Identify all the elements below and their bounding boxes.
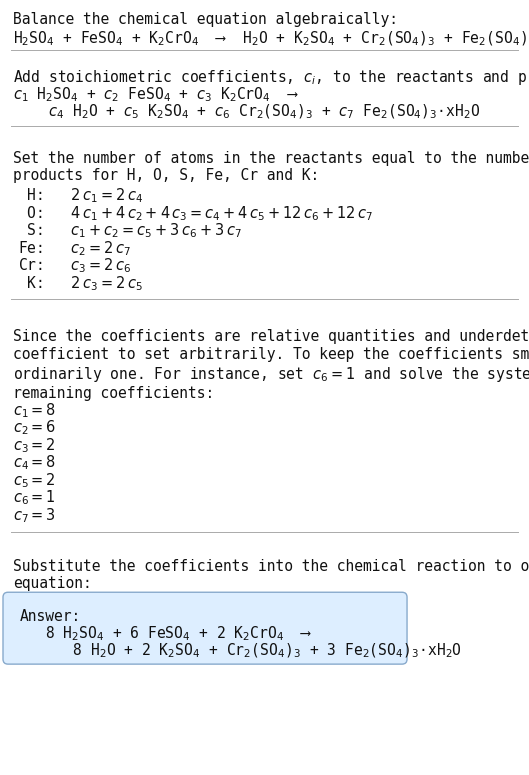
Text: S:   $c_1 + c_2 = c_5 + 3\,c_6 + 3\,c_7$: S: $c_1 + c_2 = c_5 + 3\,c_6 + 3\,c_7$ xyxy=(18,222,242,240)
Text: $c_6 = 1$: $c_6 = 1$ xyxy=(13,489,56,508)
Text: Add stoichiometric coefficients, $c_i$, to the reactants and products:: Add stoichiometric coefficients, $c_i$, … xyxy=(13,68,529,87)
Text: Cr:   $c_3 = 2\,c_6$: Cr: $c_3 = 2\,c_6$ xyxy=(18,257,131,275)
Text: Answer:: Answer: xyxy=(20,609,81,624)
Text: $c_4 = 8$: $c_4 = 8$ xyxy=(13,453,56,473)
Text: Fe:   $c_2 = 2\,c_7$: Fe: $c_2 = 2\,c_7$ xyxy=(18,239,131,258)
Text: O:   $4\,c_1 + 4\,c_2 + 4\,c_3 = c_4 + 4\,c_5 + 12\,c_6 + 12\,c_7$: O: $4\,c_1 + 4\,c_2 + 4\,c_3 = c_4 + 4\,… xyxy=(18,204,373,222)
Text: Balance the chemical equation algebraically:: Balance the chemical equation algebraica… xyxy=(13,12,398,27)
Text: $c_5 = 2$: $c_5 = 2$ xyxy=(13,471,56,490)
Text: $c_3 = 2$: $c_3 = 2$ xyxy=(13,436,56,455)
Text: $c_2 = 6$: $c_2 = 6$ xyxy=(13,418,56,437)
Text: $c_1 = 8$: $c_1 = 8$ xyxy=(13,401,56,420)
Text: H:   $2\,c_1 = 2\,c_4$: H: $2\,c_1 = 2\,c_4$ xyxy=(18,187,143,205)
Text: Substitute the coefficients into the chemical reaction to obtain the balanced
eq: Substitute the coefficients into the che… xyxy=(13,559,529,591)
Text: 8 H$_2$SO$_4$ + 6 FeSO$_4$ + 2 K$_2$CrO$_4$  ⟶: 8 H$_2$SO$_4$ + 6 FeSO$_4$ + 2 K$_2$CrO$… xyxy=(45,624,312,642)
Text: $c_7 = 3$: $c_7 = 3$ xyxy=(13,506,56,525)
Text: $c_4$ H$_2$O + $c_5$ K$_2$SO$_4$ + $c_6$ Cr$_2$(SO$_4$)$_3$ + $c_7$ Fe$_2$(SO$_4: $c_4$ H$_2$O + $c_5$ K$_2$SO$_4$ + $c_6$… xyxy=(31,103,480,122)
Text: 8 H$_2$O + 2 K$_2$SO$_4$ + Cr$_2$(SO$_4$)$_3$ + 3 Fe$_2$(SO$_4$)$_3$·xH$_2$O: 8 H$_2$O + 2 K$_2$SO$_4$ + Cr$_2$(SO$_4$… xyxy=(55,642,462,660)
Text: H$_2$SO$_4$ + FeSO$_4$ + K$_2$CrO$_4$  ⟶  H$_2$O + K$_2$SO$_4$ + Cr$_2$(SO$_4$)$: H$_2$SO$_4$ + FeSO$_4$ + K$_2$CrO$_4$ ⟶ … xyxy=(13,29,529,48)
Text: Since the coefficients are relative quantities and underdetermined, choose a
coe: Since the coefficients are relative quan… xyxy=(13,329,529,401)
Text: K:   $2\,c_3 = 2\,c_5$: K: $2\,c_3 = 2\,c_5$ xyxy=(18,274,143,293)
Text: Set the number of atoms in the reactants equal to the number of atoms in the
pro: Set the number of atoms in the reactants… xyxy=(13,150,529,183)
FancyBboxPatch shape xyxy=(3,592,407,664)
Text: $c_1$ H$_2$SO$_4$ + $c_2$ FeSO$_4$ + $c_3$ K$_2$CrO$_4$  ⟶: $c_1$ H$_2$SO$_4$ + $c_2$ FeSO$_4$ + $c_… xyxy=(13,85,299,104)
